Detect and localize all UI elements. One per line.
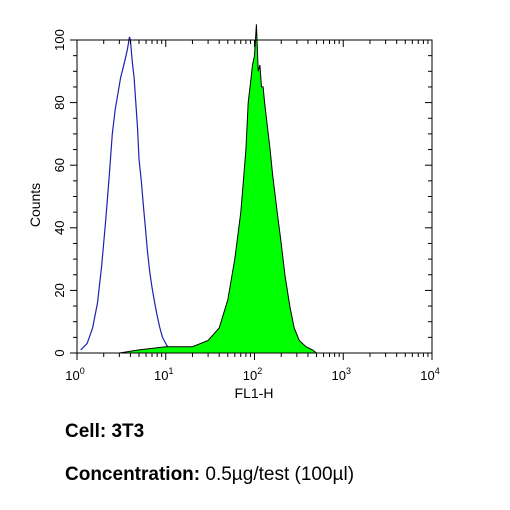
y-tick-label-0: 0	[52, 349, 67, 356]
series-1-filled-histogram	[119, 24, 318, 354]
y-tick-label-1: 20	[52, 283, 67, 297]
x-axis-label: FL1-H	[235, 385, 274, 401]
x-tick-label-1: 101	[154, 366, 173, 383]
y-tick-label-2: 40	[52, 221, 67, 235]
cell-label: Cell:	[65, 421, 107, 442]
y-axis-label: Counts	[27, 183, 43, 227]
y-tick-label-3: 60	[52, 158, 67, 172]
x-tick-label-3: 103	[332, 366, 351, 383]
series-0-outline-histogram	[80, 36, 174, 354]
x-tick-base: 10	[65, 368, 79, 383]
x-tick-base: 10	[420, 368, 434, 383]
cell-caption: Cell: 3T3	[65, 421, 144, 443]
concentration-label: Concentration:	[65, 464, 201, 485]
x-tick-exponent: 2	[257, 366, 262, 376]
concentration-caption: Concentration: 0.5µg/test (100µl)	[65, 464, 354, 486]
x-tick-exponent: 4	[435, 366, 440, 376]
x-tick-label-2: 102	[243, 366, 262, 383]
x-tick-label-0: 100	[65, 366, 84, 383]
concentration-value: 0.5µg/test (100µl)	[205, 464, 355, 485]
y-tick-label-5: 100	[52, 29, 67, 51]
y-tick-label-4: 80	[52, 95, 67, 109]
x-tick-base: 10	[332, 368, 346, 383]
plot-area	[80, 24, 318, 354]
x-tick-base: 10	[154, 368, 168, 383]
x-tick-exponent: 1	[168, 366, 173, 376]
x-tick-base: 10	[243, 368, 257, 383]
x-tick-exponent: 0	[80, 366, 85, 376]
x-tick-exponent: 3	[346, 366, 351, 376]
x-tick-label-4: 104	[420, 366, 439, 383]
cell-value: 3T3	[111, 421, 145, 442]
